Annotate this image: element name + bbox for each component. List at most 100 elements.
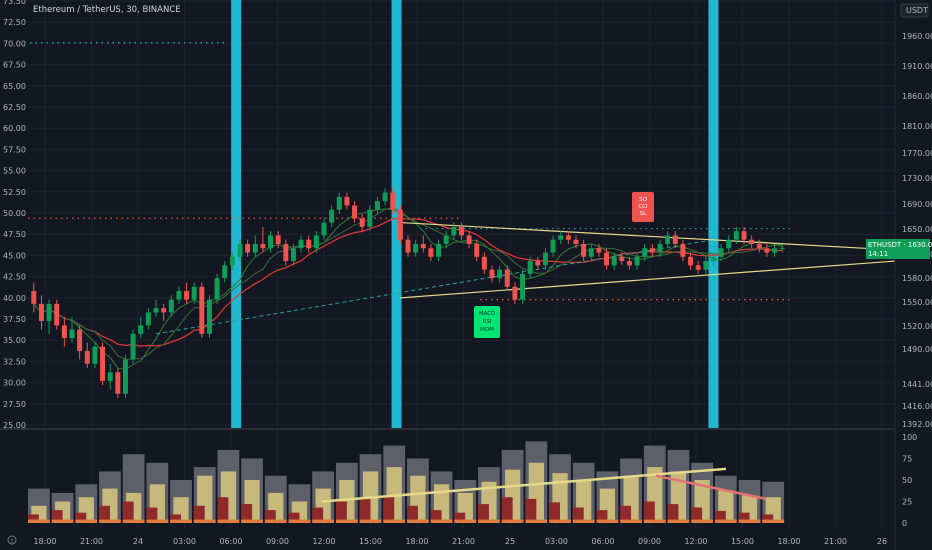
volume-bar-base <box>691 519 714 523</box>
volume-bar-sell <box>525 498 537 523</box>
candle-up <box>290 248 296 262</box>
highlight-band <box>231 0 242 428</box>
left-axis-tick: 32.50 <box>3 357 26 366</box>
chart-title: Ethereum / TetherUS, 30, BINANCE <box>33 5 181 15</box>
candle-up <box>779 248 785 250</box>
price-label-countdown: 14:11 <box>868 250 888 258</box>
candle-down <box>352 205 358 219</box>
time-axis-tick: 12:00 <box>312 537 335 546</box>
trendline-upper <box>400 221 896 251</box>
volume-bar-sell <box>75 512 87 523</box>
volume-bar-base <box>643 519 666 523</box>
volume-bar-base <box>51 519 74 523</box>
candle-up <box>733 231 739 240</box>
volume-trend-yellow <box>321 467 727 503</box>
right-axis-tick: 1416.00 <box>902 402 932 411</box>
time-axis-tick: 18:00 <box>405 537 428 546</box>
time-axis-tick: 09:00 <box>266 537 289 546</box>
volume-bar-sell <box>28 514 39 523</box>
candle-up <box>206 299 212 334</box>
right-axis-tick: 1730.00 <box>902 174 932 183</box>
candle-up <box>252 243 258 253</box>
currency-badge[interactable]: USDT <box>900 3 929 18</box>
candle-down <box>397 209 403 240</box>
svg-text:z: z <box>10 538 13 545</box>
volume-bar-base <box>454 519 477 523</box>
buy-signal-1: MACD <box>479 311 496 317</box>
candle-down <box>184 291 190 300</box>
time-axis-tick: 21:00 <box>452 537 475 546</box>
highlight-bands <box>231 0 719 428</box>
left-axis-tick: 37.50 <box>3 315 26 324</box>
trendlines <box>155 221 896 335</box>
candle-up <box>313 235 319 249</box>
volume-bar-base <box>501 519 524 523</box>
candle-down <box>466 235 472 244</box>
candle-down <box>619 256 625 262</box>
volume-bar-sell <box>596 510 608 523</box>
candle-up <box>222 265 228 279</box>
right-axis-tick: 1550.00 <box>902 298 932 307</box>
candle-down <box>749 239 755 244</box>
candle-down <box>306 239 312 249</box>
candle-down <box>428 248 434 257</box>
volume-bar-base <box>667 519 690 523</box>
price-label-symbol: ETHUSDT · 1630.00 <box>868 241 932 249</box>
candle-up <box>642 248 648 257</box>
left-axis-tick: 25.00 <box>3 421 26 430</box>
right-axis-tick: 1910.00 <box>902 62 932 71</box>
candle-up <box>382 192 388 202</box>
volume-bar-sell <box>572 507 584 523</box>
candle-up <box>718 248 724 257</box>
left-axis-tick: 40.00 <box>3 294 26 303</box>
candle-down <box>359 218 365 227</box>
candle-up <box>145 312 151 326</box>
volume-bar-sell <box>264 510 276 523</box>
volume-bar-base <box>28 519 50 523</box>
candle-up <box>229 256 235 266</box>
candle-up <box>107 372 113 381</box>
candle-down <box>680 243 686 257</box>
candle-down <box>161 308 167 313</box>
trendline-dashed <box>155 239 714 335</box>
volume-bar-sell <box>146 507 158 523</box>
candle-up <box>558 235 564 240</box>
candle-down <box>100 346 106 381</box>
left-axis-tick: 65.00 <box>3 82 26 91</box>
candle-up <box>726 239 732 249</box>
candle-down <box>581 243 587 257</box>
highlight-band <box>708 0 719 428</box>
volume-bar-base <box>241 519 263 523</box>
chart-settings-icon[interactable]: z <box>7 535 17 545</box>
left-axis-tick: 42.50 <box>3 273 26 282</box>
candle-up <box>634 256 640 266</box>
candle-up <box>436 243 442 257</box>
candle-up <box>321 222 327 236</box>
sell-signal-box: SO CCI SL <box>632 192 654 222</box>
left-axis-tick: 52.50 <box>3 188 26 197</box>
volume-bar-sell <box>430 510 442 523</box>
candle-down <box>420 243 426 249</box>
candle-up <box>374 201 380 210</box>
right-axis-tick: 1520.00 <box>902 322 932 331</box>
candle-down <box>61 325 67 339</box>
candle-up <box>176 291 182 300</box>
volume-bar-sell <box>359 498 371 523</box>
volume-bar-base <box>572 519 595 523</box>
currency-label: USDT <box>906 6 928 15</box>
volume-axis-tick: 75 <box>902 455 912 464</box>
left-axis-tick: 73.50 <box>3 0 26 6</box>
volume-bar-sell <box>620 505 632 523</box>
candle-up <box>550 239 556 253</box>
candle-down <box>695 265 701 270</box>
volume-bar-base <box>170 519 192 523</box>
time-axis-tick: 15:00 <box>731 537 754 546</box>
volume-bar-sell <box>501 497 513 523</box>
candle-up <box>703 261 709 270</box>
candle-down <box>565 235 571 240</box>
moving-averages <box>33 207 783 371</box>
left-axis-tick: 70.00 <box>3 39 26 48</box>
time-axis-tick: 06:00 <box>219 537 242 546</box>
volume-bar-sell <box>714 510 726 523</box>
